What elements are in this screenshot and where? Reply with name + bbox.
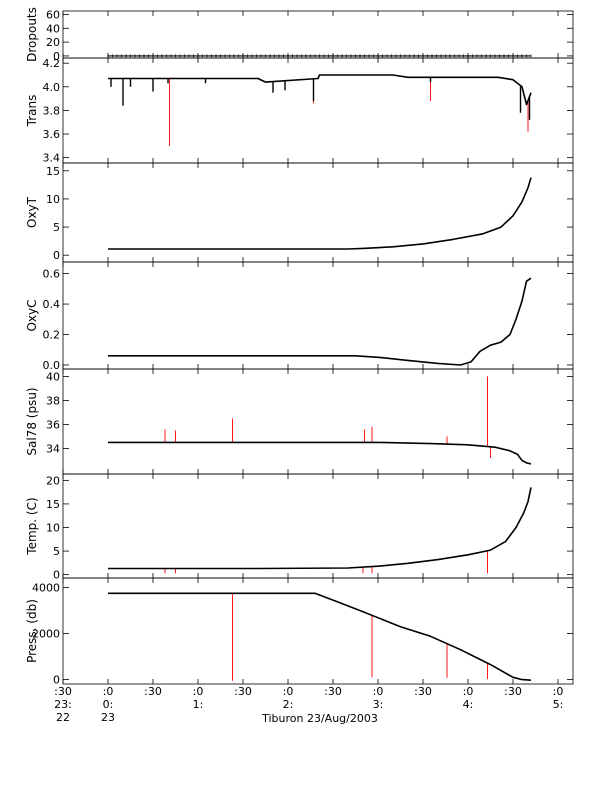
x-tick-label: :30	[414, 685, 432, 698]
x-tick-label: :30	[54, 685, 72, 698]
series-line	[108, 441, 532, 465]
x-tick-label: :30	[144, 685, 162, 698]
y-tick-label: 0	[53, 249, 60, 262]
y-tick-label: 5	[53, 221, 60, 234]
y-axis-label: Sal78 (psu)	[25, 387, 39, 455]
y-tick-label: 15	[46, 498, 60, 511]
x-tick-label: :0	[463, 685, 474, 698]
x-tick-label: :30	[234, 685, 252, 698]
y-axis-label: OxyT	[25, 196, 39, 228]
x-tick-label: 0:	[103, 698, 114, 711]
y-tick-label: 10	[46, 193, 60, 206]
panel-press: 0 2000 4000 Press. (db)	[25, 577, 574, 687]
x-tick-label: :30	[504, 685, 522, 698]
x-tick-label: :0	[553, 685, 564, 698]
series-line	[108, 592, 532, 681]
y-tick-label: 34	[46, 442, 60, 455]
series-line	[108, 277, 532, 366]
y-tick-label: 3.4	[43, 152, 61, 165]
figure-caption: Tiburon 23/Aug/2003	[261, 712, 378, 725]
series-line	[108, 74, 532, 106]
x-tick-label: :0	[373, 685, 384, 698]
x-tick-label: :30	[324, 685, 342, 698]
y-tick-label: 40	[46, 370, 60, 383]
panel-oxyt: 0 5 10 15 OxyT	[25, 162, 574, 263]
y-tick-label: 0.0	[43, 359, 61, 372]
y-tick-label: 3.6	[43, 128, 61, 141]
y-tick-label: 40	[46, 22, 60, 35]
y-tick-label: 60	[46, 8, 60, 21]
x-tick-label: :0	[193, 685, 204, 698]
y-tick-label: 2000	[32, 628, 60, 641]
x-tick-label: 4:	[463, 698, 474, 711]
x-tick-label: 23	[101, 711, 115, 724]
y-tick-label: 4000	[32, 582, 60, 595]
x-tick-label: 23:	[54, 698, 72, 711]
y-tick-label: 4.2	[43, 57, 61, 70]
y-tick-label: 0.2	[43, 329, 61, 342]
y-tick-label: 10	[46, 522, 60, 535]
y-tick-label: 5	[53, 545, 60, 558]
y-axis-label: OxyC	[25, 299, 39, 331]
y-axis-label: Dropouts	[25, 7, 39, 62]
panel-frame	[62, 577, 574, 685]
y-tick-label: 20	[46, 474, 60, 487]
x-axis: :3023:22:00:23:30:01::30:02::30:03::30:0…	[54, 11, 563, 724]
panel-trans: 3.4 3.6 3.8 4.0 4.2 Trans	[25, 57, 574, 165]
panel-stack: 0204060Dropouts3.43.63.84.04.2Trans05101…	[25, 7, 574, 687]
y-tick-label: 3.8	[43, 104, 61, 117]
y-tick-label: 38	[46, 394, 60, 407]
y-tick-label: 36	[46, 418, 60, 431]
y-tick-label: 0	[53, 569, 60, 582]
y-axis-label: Trans	[25, 95, 39, 128]
x-tick-label: 2:	[283, 698, 294, 711]
y-tick-label: 0.4	[43, 298, 61, 311]
x-tick-label: :0	[283, 685, 294, 698]
series-line	[108, 487, 532, 570]
y-tick-label: 0	[53, 50, 60, 63]
x-tick-label: 5:	[553, 698, 564, 711]
x-tick-label: 1:	[193, 698, 204, 711]
x-tick-label: 3:	[373, 698, 384, 711]
x-tick-label: :0	[103, 685, 114, 698]
x-tick-label: 22	[56, 711, 70, 724]
y-tick-label: 20	[46, 36, 60, 49]
y-tick-label: 4.0	[43, 81, 61, 94]
y-tick-label: 0	[53, 674, 60, 687]
series-line	[108, 177, 532, 250]
y-tick-label: 15	[46, 165, 60, 178]
y-axis-label: Temp. (C)	[25, 497, 39, 555]
y-tick-label: 0.6	[43, 268, 61, 281]
y-axis-label: Press. (db)	[25, 599, 39, 663]
